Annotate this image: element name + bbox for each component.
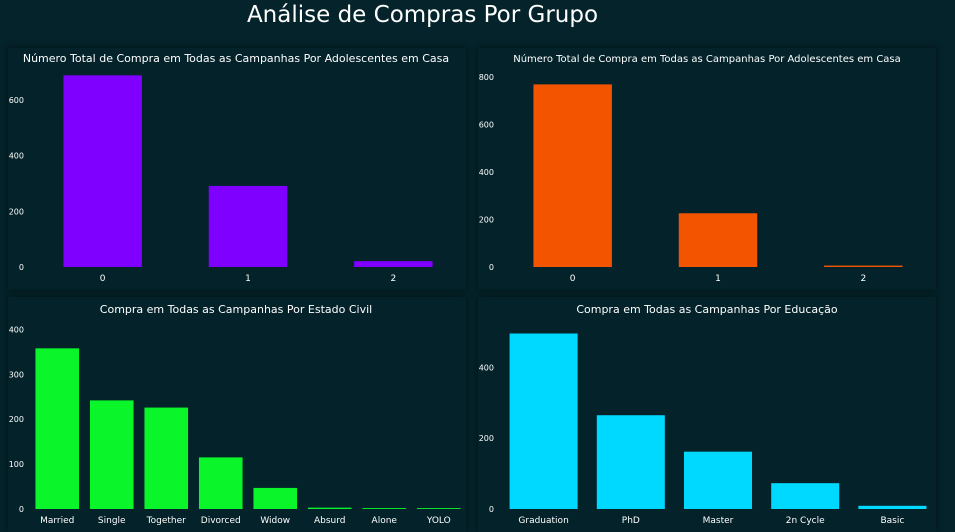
x-tick-label: YOLO — [426, 516, 451, 526]
x-tick-label: Alone — [372, 516, 398, 526]
y-tick-label: 800 — [479, 73, 494, 82]
y-tick-label: 200 — [479, 434, 494, 443]
y-tick-label: 400 — [9, 152, 24, 161]
chart-panel-teens-orange: Número Total de Compra em Todas as Campa… — [478, 48, 936, 290]
bar-graduation — [509, 333, 578, 509]
plot-area: 0 200 400 600 0 1 2 — [9, 75, 433, 284]
bar-widow — [253, 487, 298, 509]
x-tick-label: Widow — [260, 516, 290, 526]
bar-absurd — [307, 507, 352, 509]
bar-married — [35, 348, 80, 509]
x-tick-label: Together — [146, 516, 186, 526]
bar-2 — [824, 265, 903, 267]
y-tick-label: 0 — [489, 505, 494, 514]
bar-chart-teens-orange: Número Total de Compra em Todas as Campa… — [479, 53, 903, 284]
bar-divorced — [198, 457, 243, 509]
x-tick-label: 2n Cycle — [786, 516, 825, 526]
y-tick-label: 0 — [489, 263, 494, 272]
y-tick-label: 0 — [19, 263, 24, 272]
y-tick-label: 300 — [9, 370, 24, 379]
chart-panel-education: Compra em Todas as Campanhas Por Educaçã… — [478, 297, 936, 532]
x-tick-label: 1 — [715, 274, 721, 284]
bar-alone — [362, 508, 407, 509]
chart-title: Número Total de Compra em Todas as Campa… — [23, 52, 449, 65]
x-tick-label: Basic — [880, 516, 904, 526]
y-tick-label: 600 — [479, 120, 494, 129]
x-tick-label: Single — [98, 516, 126, 526]
chart-title: Compra em Todas as Campanhas Por Educaçã… — [576, 303, 838, 316]
chart-title: Compra em Todas as Campanhas Por Estado … — [100, 303, 372, 316]
x-tick-label: 0 — [100, 274, 106, 284]
y-tick-label: 200 — [479, 215, 494, 224]
y-tick-label: 400 — [479, 363, 494, 372]
x-tick-label: Graduation — [518, 516, 568, 526]
plot-area: 0 200 400 Graduation PhD Master 2n Cycle Basic — [479, 333, 927, 526]
bar-single — [89, 400, 134, 509]
chart-title: Número Total de Compra em Todas as Campa… — [513, 53, 901, 65]
x-tick-label: 2 — [860, 274, 866, 284]
x-tick-label: Master — [703, 516, 734, 526]
bar-0 — [533, 84, 612, 268]
bar-phd — [596, 415, 665, 509]
bar-2 — [354, 261, 433, 267]
bar-yolo — [416, 508, 461, 509]
y-tick-label: 0 — [19, 505, 24, 514]
plot-area: 0 100 200 300 400 Married Single Together Divorc… — [9, 325, 461, 526]
bar-2n-cycle — [771, 483, 840, 509]
x-tick-label: Married — [40, 516, 74, 526]
y-tick-label: 400 — [9, 325, 24, 334]
x-tick-label: PhD — [622, 516, 640, 526]
chart-panel-teens-purple: Número Total de Compra em Todas as Campa… — [8, 48, 466, 290]
x-tick-label: Divorced — [201, 516, 241, 526]
bar-basic — [858, 505, 927, 509]
bar-chart-education: Compra em Todas as Campanhas Por Educaçã… — [479, 303, 927, 526]
y-tick-label: 200 — [9, 207, 24, 216]
plot-area: 0 200 400 600 800 0 1 2 — [479, 73, 903, 284]
bar-together — [144, 407, 189, 509]
bar-chart-civil-status: Compra em Todas as Campanhas Por Estado … — [9, 303, 461, 526]
bar-master — [683, 451, 753, 509]
x-tick-label: 0 — [570, 274, 576, 284]
bar-1 — [678, 213, 758, 267]
chart-panel-civil-status: Compra em Todas as Campanhas Por Estado … — [8, 297, 466, 532]
y-tick-label: 200 — [9, 415, 24, 424]
x-tick-label: 1 — [245, 274, 251, 284]
bar-chart-teens-purple: Número Total de Compra em Todas as Campa… — [9, 52, 449, 284]
y-tick-label: 100 — [9, 460, 24, 469]
x-tick-label: 2 — [390, 274, 396, 284]
x-tick-label: Absurd — [314, 516, 346, 526]
page-title: Análise de Compras Por Grupo — [246, 2, 599, 28]
bar-0 — [63, 75, 142, 267]
bar-1 — [208, 185, 288, 267]
y-tick-label: 600 — [9, 96, 24, 105]
y-tick-label: 400 — [479, 168, 494, 177]
